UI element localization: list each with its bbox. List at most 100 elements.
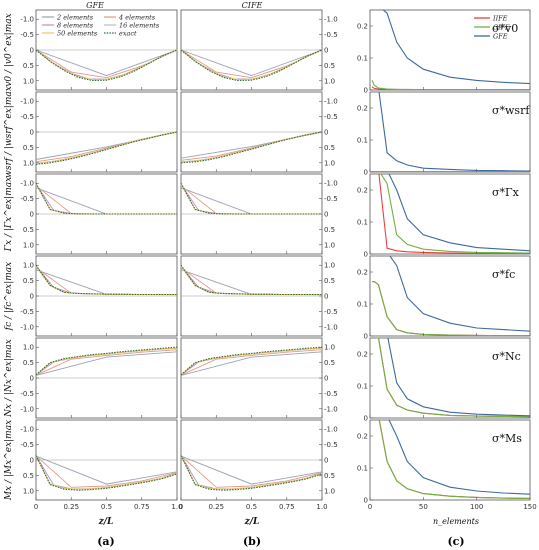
y-tick-label: 0.1 (357, 55, 368, 63)
y-tick-label: 0.2 (357, 105, 368, 113)
row-ylabel: Nx / |Nx^ex|max (4, 339, 14, 418)
y-tick-label: -1.0 (20, 405, 34, 413)
x-tick-label: 0 (34, 503, 38, 511)
series-c-row-5-cife (377, 338, 530, 418)
x-tick-label: 0.75 (279, 503, 295, 511)
y-tick-label: -1.0 (20, 426, 34, 434)
y-tick-label: 1.0 (23, 241, 34, 249)
y-tick-label: 1.0 (324, 77, 335, 85)
x-tick-label: 50 (419, 503, 428, 511)
tick-layer: -1.0 -0.5 0 0.5 1.0 -1.0 -0.5 0 0.5 1.0 -1.0 -0.5 0 0… (4, 13, 537, 511)
sigma-label: σ*fc (492, 268, 515, 281)
y-tick-label: -0.5 (20, 195, 34, 203)
x-tick-label: 100 (470, 503, 483, 511)
column-a-title: GFE (86, 1, 104, 10)
series-c-row-4-gfe (389, 256, 530, 332)
y-tick-label: -0.5 (20, 390, 34, 398)
y-tick-label: 0.5 (324, 472, 335, 480)
series-b-row-1-e2 (180, 49, 323, 77)
y-tick-label: 1.0 (23, 344, 34, 352)
series-c-row-1-cife (371, 80, 530, 90)
series-a-row-3-exact (35, 182, 177, 215)
y-tick-label: 0 (324, 293, 328, 301)
series-c-row-6-cife (378, 420, 530, 499)
legend-label: exact (119, 29, 137, 37)
x-tick-label: 0.25 (208, 503, 224, 511)
y-tick-label: -0.5 (20, 113, 34, 121)
y-tick-label: 1.0 (23, 262, 34, 270)
x-tick-label: 0.5 (101, 503, 112, 511)
y-tick-label: 0 (364, 333, 368, 341)
x-tick-label: 0.25 (63, 503, 79, 511)
y-tick-label: 0.5 (23, 226, 34, 234)
sigma-label: σ*Nc (492, 350, 521, 363)
y-tick-label: 0.5 (324, 277, 335, 285)
series-c-row-3-iife (378, 174, 530, 254)
sigma-label: σ*Γx (492, 186, 520, 199)
x-tick-label: 1.0 (171, 503, 182, 511)
series-b-row-6-exact (180, 455, 323, 491)
series-a-row-5-e2 (35, 351, 178, 376)
series-a-row-6-e2 (35, 455, 178, 485)
y-tick-label: -1.0 (324, 426, 338, 434)
y-tick-label: -0.5 (324, 390, 338, 398)
y-tick-label: 0 (324, 211, 328, 219)
series-b-row-2-e50 (180, 131, 323, 163)
y-tick-label: 0.2 (357, 269, 368, 277)
panel-label-a: (a) (97, 535, 115, 548)
panel-c-row-3-frame (369, 173, 531, 255)
y-tick-label: -1.0 (324, 98, 338, 106)
series-c-row-2-gfe (378, 92, 530, 172)
x-tick-label: 150 (523, 503, 536, 511)
y-tick-label: 0 (324, 375, 328, 383)
x-tick-label: 0 (179, 503, 183, 511)
y-tick-label: 0 (364, 497, 368, 505)
panel-frames (35, 9, 531, 501)
series-a-row-6-e50 (35, 455, 178, 490)
series-a-row-1-e2 (35, 49, 178, 77)
panel-label-c: (c) (447, 535, 464, 548)
y-tick-label: -0.5 (20, 308, 34, 316)
series-a-row-6-exact (35, 455, 178, 491)
series-b-row-5-e2 (180, 351, 323, 376)
legend-label: 16 elements (119, 21, 160, 29)
row-ylabel: fc / |fc^ex|max (4, 262, 14, 331)
y-tick-label: 0.5 (23, 359, 34, 367)
y-tick-label: -1.0 (324, 405, 338, 413)
series-c-row-3-cife (380, 174, 530, 254)
y-tick-label: 0 (324, 47, 328, 55)
y-tick-label: 0.5 (324, 359, 335, 367)
legend-label: 8 elements (57, 21, 94, 29)
y-tick-label: 1.0 (324, 487, 335, 495)
y-tick-label: -1.0 (20, 323, 34, 331)
y-tick-label: -0.5 (324, 31, 338, 39)
series-a-row-1-exact (35, 49, 178, 82)
legend-label: IIFE (492, 14, 508, 22)
xlabel-b: z/L (244, 517, 260, 527)
series-b-row-5-exact (180, 346, 323, 376)
y-tick-label: -1.0 (20, 98, 34, 106)
panel-label-b: (b) (243, 535, 261, 548)
y-tick-label: 0 (30, 211, 34, 219)
y-tick-label: 0.2 (357, 23, 368, 31)
series-b-row-6-e4 (180, 455, 323, 488)
row-ylabel: v0 / |v0^ex|max (4, 13, 14, 86)
y-tick-label: 0.1 (357, 301, 368, 309)
series-a-row-2-e50 (35, 131, 178, 164)
y-tick-label: -1.0 (20, 180, 34, 188)
series-c-row-5-gfe (387, 338, 530, 417)
xlabel-c: n_elements (433, 517, 479, 526)
y-tick-label: -1.0 (324, 180, 338, 188)
series-c-row-6-gfe (388, 420, 530, 495)
row-ylabel: Γx / |Γx^ex|max (4, 177, 14, 252)
y-tick-label: 0.2 (357, 351, 368, 359)
series-a-row-5-exact (35, 346, 178, 376)
panel-c-row-2-frame (369, 91, 531, 173)
series-b-row-5-e4 (180, 349, 323, 376)
y-tick-label: 0.1 (357, 137, 368, 145)
series-c-row-4-cife (372, 281, 530, 336)
y-tick-label: 0.5 (23, 472, 34, 480)
series-a-row-6-e4 (35, 455, 178, 488)
legend-label: GFE (493, 32, 508, 40)
